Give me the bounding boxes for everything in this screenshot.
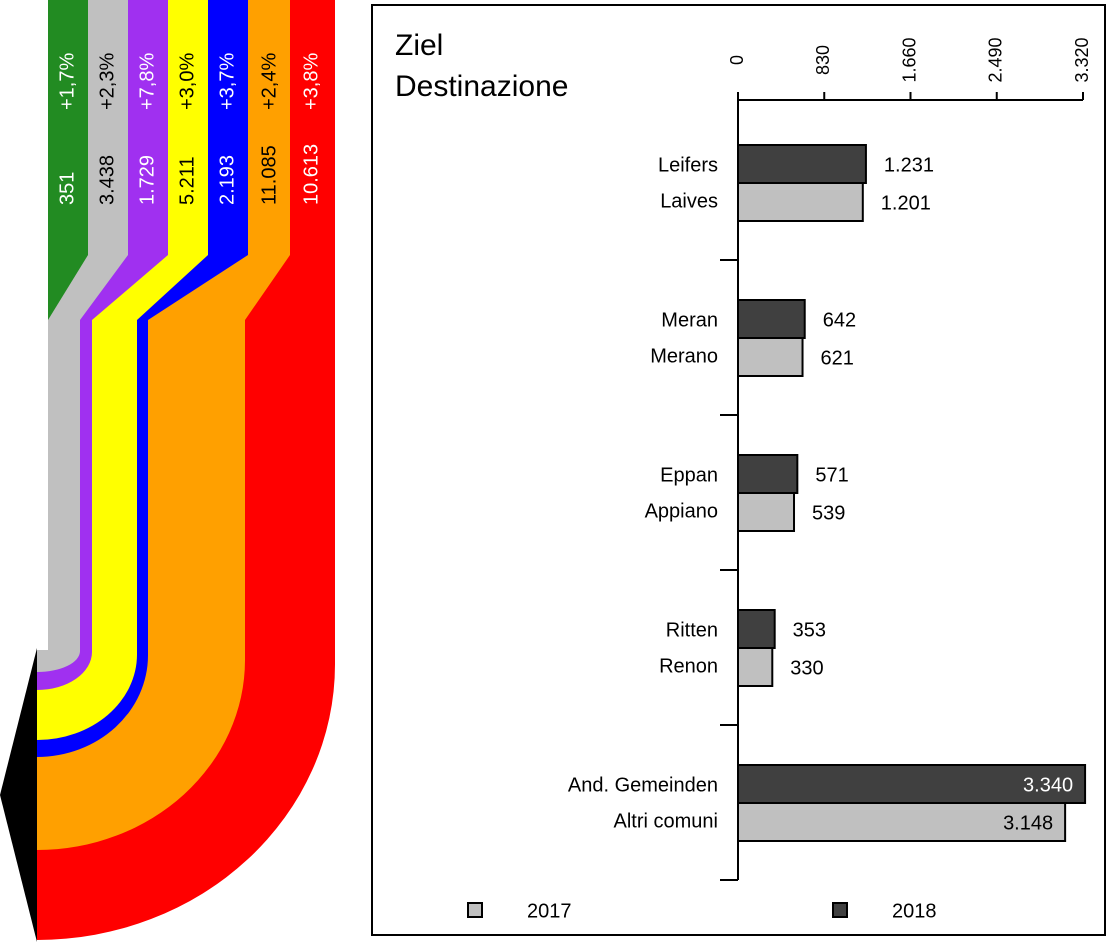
bar bbox=[737, 492, 796, 532]
bar bbox=[737, 609, 776, 649]
bar bbox=[737, 454, 799, 494]
x-tick-label: 2.490 bbox=[986, 37, 1006, 82]
category-label: Leifers bbox=[658, 154, 718, 176]
flow-value: 10.613 bbox=[300, 144, 322, 205]
flow-change: +7,8% bbox=[136, 53, 158, 110]
flow-value: 3.438 bbox=[96, 155, 118, 205]
flow-change: +2,3% bbox=[96, 53, 118, 110]
bar bbox=[737, 647, 774, 687]
legend-label: 2018 bbox=[892, 900, 937, 922]
bar-chart: Ziel Destinazione 0 830 1.660 2.490 3.320 Leife… bbox=[395, 29, 1092, 922]
bar bbox=[737, 144, 867, 184]
flow-diagram: 351 +1,7% 3.438 +2,3% 1.729 +7,8% 5.211 +3,0% 2.… bbox=[37, 0, 335, 940]
bar bbox=[737, 182, 864, 222]
value-label: 571 bbox=[815, 464, 848, 486]
flow-value: 351 bbox=[56, 172, 78, 205]
flow-change: +1,7% bbox=[56, 53, 78, 110]
value-label: 330 bbox=[790, 657, 823, 679]
legend-swatch bbox=[832, 902, 848, 918]
flow-change: +2,4% bbox=[258, 53, 280, 110]
category-label: Eppan bbox=[660, 464, 718, 486]
flow-change: +3,7% bbox=[216, 53, 238, 110]
x-tick-label: 0 bbox=[727, 55, 747, 65]
flow-change: +3,8% bbox=[300, 53, 322, 110]
value-label: 3.148 bbox=[1003, 812, 1053, 834]
bar bbox=[737, 299, 806, 339]
legend-swatch bbox=[467, 902, 483, 918]
category-label: Altri comuni bbox=[614, 810, 718, 832]
category-label: And. Gemeinden bbox=[568, 774, 718, 796]
category-label: Meran bbox=[661, 309, 718, 331]
value-label: 3.340 bbox=[1023, 774, 1073, 796]
value-label: 353 bbox=[793, 619, 826, 641]
x-tick-label: 830 bbox=[813, 45, 833, 75]
chart-frame bbox=[371, 4, 1106, 936]
value-label: 642 bbox=[823, 309, 856, 331]
category-label: Merano bbox=[650, 345, 718, 367]
flow-value: 5.211 bbox=[176, 156, 198, 205]
flow-value: 1.729 bbox=[136, 155, 158, 205]
value-label: 1.201 bbox=[881, 192, 931, 214]
x-tick-label: 3.320 bbox=[1072, 37, 1092, 82]
chart-title: Ziel bbox=[395, 29, 443, 62]
chart-title: Destinazione bbox=[395, 70, 568, 103]
category-label: Ritten bbox=[666, 619, 718, 641]
value-label: 1.231 bbox=[884, 154, 934, 176]
value-label: 621 bbox=[821, 347, 854, 369]
x-tick-label: 1.660 bbox=[899, 37, 919, 82]
category-label: Renon bbox=[659, 655, 718, 677]
flow-band bbox=[48, 0, 88, 320]
bar bbox=[737, 802, 1067, 842]
category-label: Appiano bbox=[645, 500, 718, 522]
flow-change: +3,0% bbox=[176, 53, 198, 110]
bar bbox=[737, 764, 1087, 804]
value-label: 539 bbox=[812, 502, 845, 524]
flow-arrow bbox=[0, 648, 37, 942]
flow-value: 11.085 bbox=[258, 145, 280, 205]
legend-label: 2017 bbox=[527, 900, 572, 922]
flow-value: 2.193 bbox=[216, 155, 238, 205]
category-label: Laives bbox=[660, 190, 718, 212]
bar bbox=[737, 337, 804, 377]
